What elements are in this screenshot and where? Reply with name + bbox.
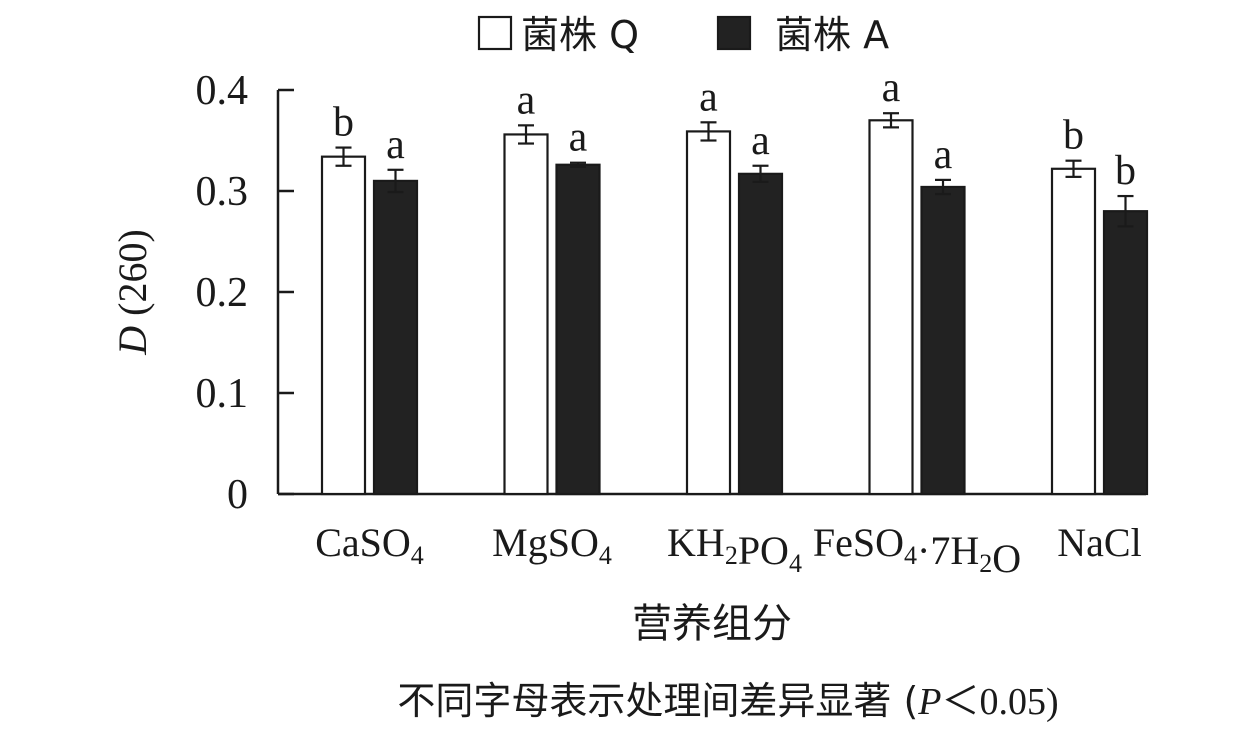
significance-letter: a [569,115,588,161]
x-axis-label: 营养组分 [632,601,792,647]
y-axis-label: D (260) [110,229,155,356]
x-tick-label: CaSO4 [315,520,424,570]
y-tick-label: 0.1 [196,371,249,417]
bar [555,163,601,496]
bar [320,155,367,496]
legend-swatch-strain-q [477,15,513,51]
y-tick-label: 0.2 [196,270,249,316]
y-tick-label: 0.3 [196,169,249,215]
significance-letter: a [699,74,718,120]
legend-swatch-strain-a [716,15,752,51]
y-tick-label: 0.4 [196,68,249,114]
bar [1102,210,1149,496]
legend-label-strain-q: 菌株 Q [521,13,639,57]
legend-label-strain-a: 菌株 A [775,13,889,57]
significance-letter: a [934,132,953,178]
legend: 菌株 Q 菌株 A [477,13,889,57]
significance-letter: b [1115,148,1136,194]
bar [920,185,966,496]
x-tick-label: MgSO4 [492,520,612,570]
y-tick-label: 0 [227,472,248,518]
significance-letter: b [333,100,354,146]
x-tick-label: FeSO4·7H2O [813,520,1021,581]
x-tick-labels: CaSO4 MgSO4 KH2PO4 FeSO4·7H2O NaCl [315,520,1142,581]
y-ticks: 0 0.1 0.2 0.3 0.4 [196,68,294,518]
significance-letter: a [751,118,770,164]
significance-note: 不同字母表示处理间差异显著 (P＜0.05) [397,679,1058,723]
bar [503,133,549,496]
x-tick-label: KH2PO4 [667,520,802,578]
bar [868,119,914,496]
bar [372,179,419,496]
x-tick-label: NaCl [1057,520,1141,565]
bar [737,172,784,496]
bar [1050,167,1097,496]
significance-letter: a [386,122,405,168]
significance-letter: b [1063,113,1084,159]
significance-letter: a [517,77,536,123]
bar [685,130,732,496]
significance-letter: a [882,65,901,111]
